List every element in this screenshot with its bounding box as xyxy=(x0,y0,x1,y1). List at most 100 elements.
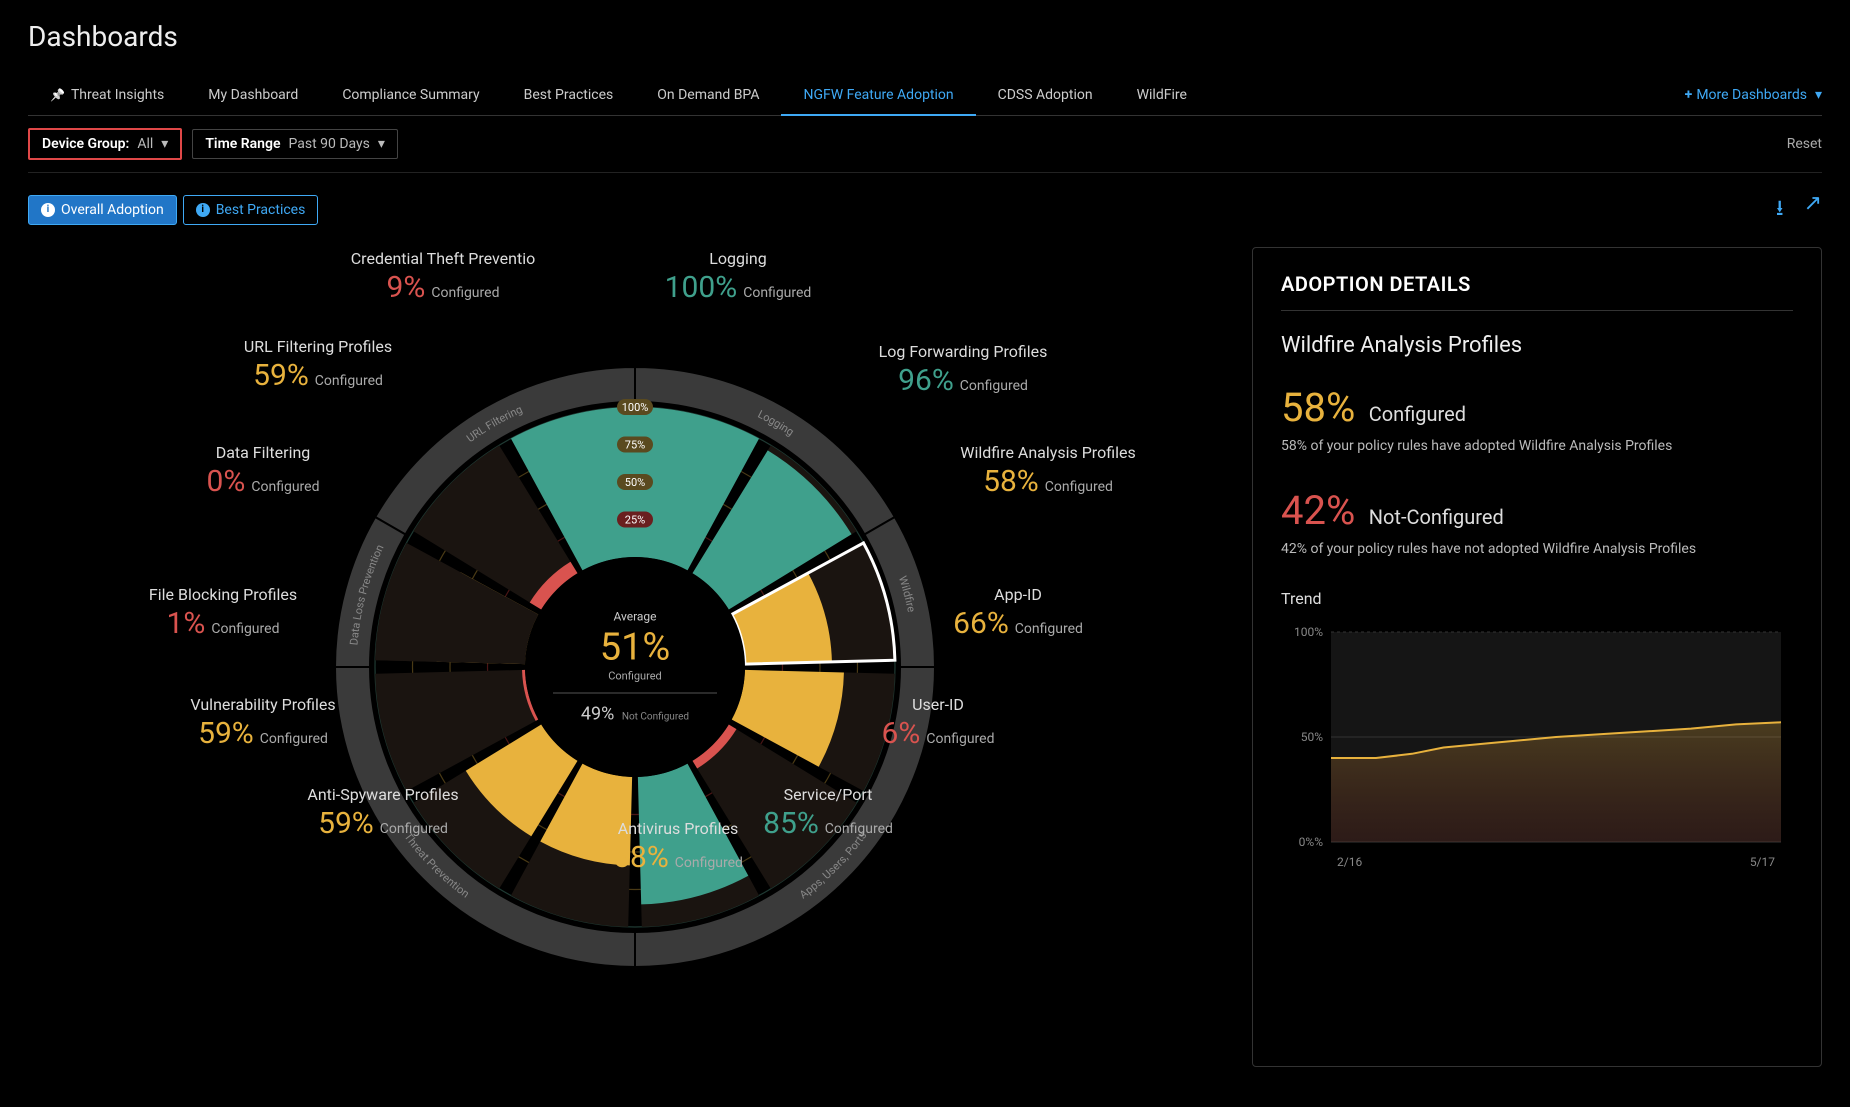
download-icon[interactable]: ⭳ xyxy=(1776,191,1784,229)
share-icon[interactable]: ↗ xyxy=(1804,191,1822,229)
device-group-value: All xyxy=(137,136,153,152)
metric-url_filtering[interactable]: URL Filtering Profiles 59% Configured xyxy=(244,337,392,393)
average-configured-label: Configured xyxy=(535,670,735,683)
metric-name: Credential Theft Preventio xyxy=(351,249,535,268)
configured-desc: 58% of your policy rules have adopted Wi… xyxy=(1281,437,1793,457)
metric-name: Logging xyxy=(665,249,812,268)
metric-name: App-ID xyxy=(953,585,1083,604)
configured-pct: 58% xyxy=(1281,384,1355,431)
tabs-bar: Threat Insights My Dashboard Compliance Su… xyxy=(28,75,1822,116)
metric-user_id[interactable]: User-ID6%Configured xyxy=(882,695,995,751)
not-configured-label-big: Not-Configured xyxy=(1369,505,1504,529)
filters-row: Device Group: All ▾ Time Range Past 90 D… xyxy=(28,128,1822,173)
page-title: Dashboards xyxy=(28,20,1822,53)
svg-text:2/16: 2/16 xyxy=(1337,855,1362,869)
svg-text:0%%: 0%% xyxy=(1299,835,1324,849)
tab-label: WildFire xyxy=(1137,87,1187,103)
tab-wildfire[interactable]: WildFire xyxy=(1115,75,1209,115)
metric-configured-label: Configured xyxy=(960,378,1028,394)
time-range-value: Past 90 Days xyxy=(288,136,369,152)
tab-threat-insights[interactable]: Threat Insights xyxy=(28,75,186,115)
tab-label: Best Practices xyxy=(524,87,614,103)
metric-name: Service/Port xyxy=(763,785,893,804)
metric-logging[interactable]: Logging 100% Configured xyxy=(665,249,812,305)
metric-pct: 59% xyxy=(253,358,309,393)
metric-data_filter[interactable]: Data Filtering 0% Configured xyxy=(207,443,320,499)
subtab-label: Overall Adoption xyxy=(61,202,164,218)
subtab-label: Best Practices xyxy=(216,202,306,218)
metric-pct: 66% xyxy=(953,606,1009,641)
metric-configured-label: Configured xyxy=(1045,479,1113,495)
plus-icon: + xyxy=(1685,87,1693,103)
subtab-overall-adoption[interactable]: iOverall Adoption xyxy=(28,195,177,225)
adoption-details-panel: ADOPTION DETAILS Wildfire Analysis Profi… xyxy=(1252,247,1822,1067)
metric-configured-label: Configured xyxy=(825,821,893,837)
trend-title: Trend xyxy=(1281,589,1793,608)
svg-text:5/17: 5/17 xyxy=(1750,855,1775,869)
metric-pct: 100% xyxy=(665,270,738,305)
metric-name: Anti-Spyware Profiles xyxy=(307,785,458,804)
metric-configured-label: Configured xyxy=(315,373,383,389)
subtab-best-practices[interactable]: i Best Practices xyxy=(183,195,319,225)
metric-name: Wildfire Analysis Profiles xyxy=(960,443,1135,462)
tab-best-practices[interactable]: Best Practices xyxy=(502,75,636,115)
metric-name: URL Filtering Profiles xyxy=(244,337,392,356)
radial-center: Average 51% Configured 49% Not Configure… xyxy=(535,610,735,725)
not-configured-pct-big: 42% xyxy=(1281,487,1355,534)
more-dashboards-button[interactable]: + More Dashboards xyxy=(1685,87,1822,103)
not-configured-label: Not Configured xyxy=(622,712,689,723)
metric-pct: 1% xyxy=(167,606,206,641)
info-icon: i xyxy=(196,203,210,217)
metric-antivirus[interactable]: Antivirus Profiles58%Configured xyxy=(613,819,743,875)
time-range-label: Time Range xyxy=(205,136,280,152)
metric-svc_port[interactable]: Service/Port 85% Configured xyxy=(763,785,893,841)
not-configured-pct: 49% xyxy=(581,704,614,725)
metric-configured-label: Configured xyxy=(743,285,811,301)
metric-name: Vulnerability Profiles xyxy=(190,695,335,714)
metric-pct: 0% xyxy=(207,464,246,499)
tab-on-demand-bpa[interactable]: On Demand BPA xyxy=(635,75,781,115)
details-subtitle: Wildfire Analysis Profiles xyxy=(1281,333,1793,358)
metric-cred_theft[interactable]: Credential Theft Preventio9%Configured xyxy=(351,249,535,305)
tab-label: NGFW Feature Adoption xyxy=(803,87,953,103)
tab-label: Compliance Summary xyxy=(342,87,479,103)
svg-text:50%: 50% xyxy=(1301,730,1323,744)
svg-text:75%: 75% xyxy=(625,439,645,452)
metric-file_block[interactable]: File Blocking Profiles1%Configured xyxy=(149,585,297,641)
metric-wildfire[interactable]: Wildfire Analysis Profiles58%Configured xyxy=(960,443,1135,499)
device-group-dropdown[interactable]: Device Group: All ▾ xyxy=(28,128,182,160)
tab-ngfw-feature-adoption[interactable]: NGFW Feature Adoption xyxy=(781,75,975,115)
device-group-label: Device Group: xyxy=(42,136,129,152)
metric-configured-label: Configured xyxy=(926,731,994,747)
metric-anti_spy[interactable]: Anti-Spyware Profiles59%Configured xyxy=(307,785,458,841)
tab-compliance-summary[interactable]: Compliance Summary xyxy=(320,75,501,115)
radial-chart-zone: URL FilteringLoggingWildfireApps, Users,… xyxy=(28,247,1242,1087)
trend-chart: 100%50%0%%2/165/17 xyxy=(1281,622,1793,892)
metric-app_id[interactable]: App-ID 66% Configured xyxy=(953,585,1083,641)
metric-log_fwd[interactable]: Log Forwarding Profiles96%Configured xyxy=(879,342,1048,398)
svg-text:50%: 50% xyxy=(625,476,645,489)
metric-pct: 85% xyxy=(763,806,819,841)
metric-name: User-ID xyxy=(882,695,995,714)
metric-configured-label: Configured xyxy=(251,479,319,495)
metric-pct: 59% xyxy=(198,716,254,751)
metric-configured-label: Configured xyxy=(431,285,499,301)
svg-text:100%: 100% xyxy=(622,401,649,414)
tab-cdss-adoption[interactable]: CDSS Adoption xyxy=(976,75,1115,115)
svg-text:25%: 25% xyxy=(625,514,645,527)
tab-my-dashboard[interactable]: My Dashboard xyxy=(186,75,320,115)
metric-name: Antivirus Profiles xyxy=(613,819,743,838)
tab-label: Threat Insights xyxy=(71,87,164,103)
subtabs-row: iOverall Adoption i Best Practices ⭳ ↗ xyxy=(28,191,1822,229)
metric-configured-label: Configured xyxy=(380,821,448,837)
average-label: Average xyxy=(535,610,735,624)
metric-configured-label: Configured xyxy=(211,621,279,637)
reset-button[interactable]: Reset xyxy=(1787,136,1822,152)
metric-configured-label: Configured xyxy=(1015,621,1083,637)
time-range-dropdown[interactable]: Time Range Past 90 Days ▾ xyxy=(192,129,398,159)
metric-name: Data Filtering xyxy=(207,443,320,462)
metric-pct: 58% xyxy=(613,840,669,875)
metric-name: Log Forwarding Profiles xyxy=(879,342,1048,361)
tab-label: My Dashboard xyxy=(208,87,298,103)
metric-vuln[interactable]: Vulnerability Profiles59%Configured xyxy=(190,695,335,751)
